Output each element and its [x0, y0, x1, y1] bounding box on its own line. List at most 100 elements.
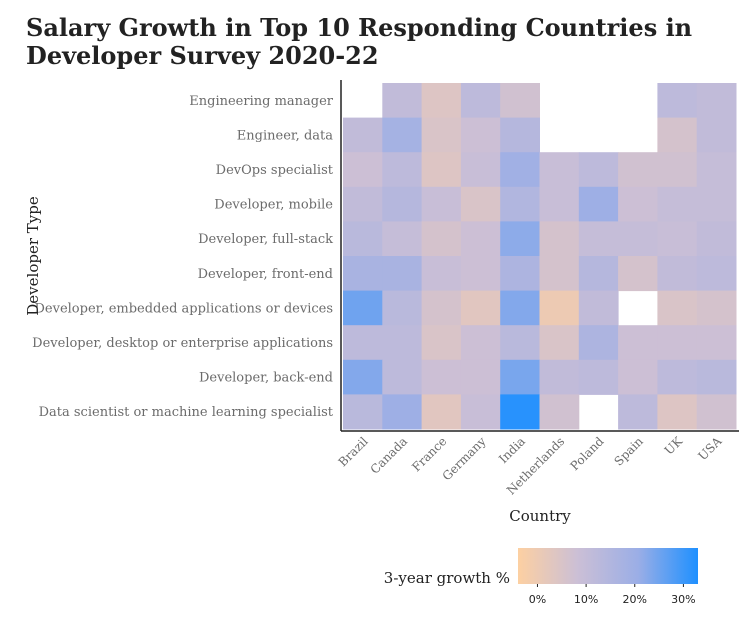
x-tick-label: Germany	[440, 434, 489, 483]
heatmap-cell	[382, 186, 423, 222]
heatmap-cell	[539, 290, 580, 326]
y-axis-title: Developer Type	[24, 196, 42, 316]
heatmap-cell	[500, 359, 540, 395]
heatmap-cell	[578, 221, 619, 257]
heatmap-cell	[460, 117, 501, 153]
x-tick-label: Canada	[368, 434, 410, 476]
heatmap-cell	[343, 186, 383, 222]
x-axis-title: Country	[509, 507, 571, 525]
heatmap-cell	[343, 394, 383, 430]
heatmap-cell	[382, 394, 423, 430]
legend-title: 3-year growth %	[384, 569, 510, 587]
heatmap-cell	[539, 152, 580, 188]
chart-title: Salary Growth in Top 10 Responding Count…	[26, 13, 693, 70]
x-tick-label: Spain	[611, 434, 646, 469]
heatmap-cell	[460, 256, 501, 292]
heatmap-cell	[382, 290, 423, 326]
heatmap-cell	[460, 394, 501, 430]
heatmap-cell	[421, 83, 462, 119]
heatmap-cell	[382, 117, 423, 153]
heatmap-cell	[618, 394, 658, 430]
heatmap-cell	[657, 221, 698, 257]
heatmap-cell	[460, 186, 501, 222]
x-tick-label: India	[496, 434, 528, 466]
color-legend: 3-year growth % 0% 10% 20% 30%	[384, 548, 698, 606]
heatmap-cell	[343, 290, 383, 326]
heatmap-cell	[539, 221, 580, 257]
heatmap-cell	[696, 359, 737, 395]
heatmap-cell	[382, 256, 423, 292]
heatmap-cell	[696, 325, 737, 361]
heatmap-cell	[500, 394, 540, 430]
heatmap-cell	[696, 394, 737, 430]
heatmap-cell	[421, 394, 462, 430]
heatmap-cell	[618, 152, 658, 188]
heatmap-cell	[382, 221, 423, 257]
heatmap-cell	[460, 221, 501, 257]
y-tick-label: Developer, back-end	[199, 371, 333, 386]
heatmap-cell	[500, 221, 540, 257]
heatmap-cell	[696, 117, 737, 153]
heatmap-cell	[578, 290, 619, 326]
heatmap-cell	[500, 290, 540, 326]
heatmap-cell	[421, 152, 462, 188]
heatmap-cell	[343, 221, 383, 257]
heatmap-cell	[460, 152, 501, 188]
heatmap-cell	[500, 83, 540, 119]
y-tick-label: Developer, embedded applications or devi…	[35, 301, 334, 316]
x-tick-label: UK	[662, 433, 686, 457]
legend-tick-label: 30%	[671, 593, 695, 606]
legend-ticks: 0% 10% 20% 30%	[529, 584, 696, 606]
heatmap-cell	[657, 186, 698, 222]
y-tick-label: Developer, desktop or enterprise applica…	[32, 336, 333, 351]
y-tick-label: Engineer, data	[237, 128, 333, 143]
heatmap-cell	[382, 152, 423, 188]
heatmap-cell	[657, 359, 698, 395]
x-tick-label: Brazil	[336, 434, 371, 469]
heatmap-cell	[696, 256, 737, 292]
heatmap-cell	[578, 325, 619, 361]
heatmap-cell	[460, 325, 501, 361]
y-tick-labels: Engineering manager Engineer, data DevOps …	[32, 94, 334, 420]
y-tick-label: DevOps specialist	[216, 163, 334, 178]
y-tick-label: Engineering manager	[189, 94, 334, 109]
heatmap-cell	[539, 394, 580, 430]
legend-tick-label: 20%	[623, 593, 647, 606]
legend-tick-label: 10%	[574, 593, 598, 606]
heatmap-cell	[618, 221, 658, 257]
heatmap-cell	[618, 186, 658, 222]
heatmap-cell	[500, 325, 540, 361]
heatmap-cell	[696, 221, 737, 257]
heatmap-cell	[578, 152, 619, 188]
heatmap-cells	[343, 83, 737, 430]
heatmap-cell	[421, 117, 462, 153]
heatmap-cell	[382, 325, 423, 361]
heatmap-cell	[618, 325, 658, 361]
y-tick-label: Developer, full-stack	[198, 232, 333, 247]
heatmap-cell	[618, 256, 658, 292]
heatmap-cell	[578, 256, 619, 292]
heatmap-cell	[421, 221, 462, 257]
heatmap-cell	[343, 325, 383, 361]
heatmap-cell	[382, 83, 423, 119]
heatmap-cell	[421, 359, 462, 395]
heatmap-cell	[343, 152, 383, 188]
x-tick-label: USA	[695, 434, 724, 463]
heatmap-cell	[696, 152, 737, 188]
heatmap-cell	[460, 359, 501, 395]
heatmap-cell	[657, 394, 698, 430]
heatmap-cell	[500, 186, 540, 222]
heatmap-cell	[421, 186, 462, 222]
heatmap-cell	[421, 256, 462, 292]
heatmap-cell	[618, 359, 658, 395]
heatmap-cell	[539, 256, 580, 292]
heatmap-cell	[460, 83, 501, 119]
heatmap-cell	[657, 290, 698, 326]
y-tick-label: Developer, front-end	[198, 267, 333, 282]
heatmap-cell	[343, 117, 383, 153]
heatmap-cell	[696, 186, 737, 222]
heatmap-cell	[696, 83, 737, 119]
y-tick-label: Data scientist or machine learning speci…	[39, 405, 334, 420]
